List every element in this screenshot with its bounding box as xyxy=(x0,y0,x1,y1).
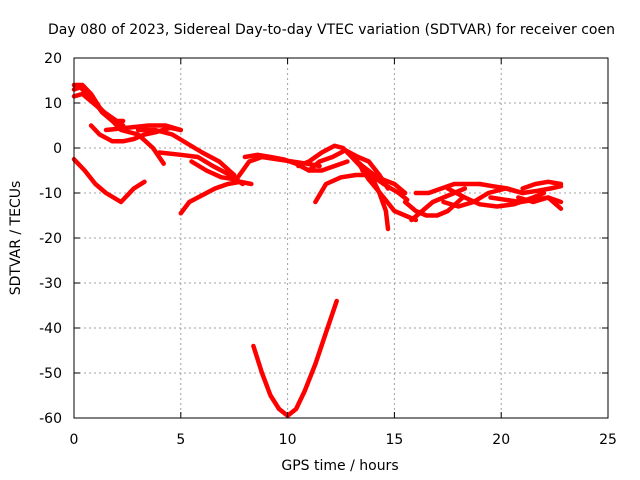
series-group xyxy=(71,82,564,419)
series-arc-23 xyxy=(445,186,547,209)
series-arc-7 xyxy=(118,127,166,166)
y-tick-label: -10 xyxy=(39,186,62,202)
y-tick-label: 0 xyxy=(53,141,62,157)
y-tick-label: -50 xyxy=(39,366,62,382)
series-arc-27 xyxy=(520,179,564,191)
x-tick-label: 10 xyxy=(279,432,297,448)
x-tick-label: 25 xyxy=(599,432,617,448)
series-arc-8 xyxy=(135,127,237,178)
y-tick-label: -40 xyxy=(39,321,62,337)
series-arc-4 xyxy=(71,157,147,205)
series-arc-18 xyxy=(345,150,408,196)
x-tick-labels: 0 5 10 15 20 25 xyxy=(70,432,617,448)
series-arc-11 xyxy=(189,154,322,182)
x-tick-label: 0 xyxy=(70,432,79,448)
series-arc-25 xyxy=(477,181,564,196)
ticks xyxy=(73,57,609,419)
grid xyxy=(74,58,608,418)
y-tick-label: -60 xyxy=(39,411,62,427)
series-arc-5 xyxy=(88,123,184,144)
x-tick-label: 15 xyxy=(385,432,403,448)
series-arc-12 xyxy=(242,152,350,173)
y-tick-label: 10 xyxy=(44,96,62,112)
series-arc-9 xyxy=(157,150,245,187)
y-tick-label: -30 xyxy=(39,276,62,292)
series-arc-26 xyxy=(516,195,564,211)
y-tick-labels: -60 -50 -40 -30 -20 -10 0 10 20 xyxy=(39,51,62,427)
series-arc-17 xyxy=(366,177,419,223)
series-arc-10 xyxy=(178,179,254,216)
y-axis-title: SDTVAR / TECUs xyxy=(8,181,24,296)
x-tick-label: 5 xyxy=(176,432,185,448)
series-arc-28 xyxy=(251,298,339,419)
series-arc-19 xyxy=(402,195,466,218)
series-arc-3 xyxy=(71,82,126,133)
x-axis-title: GPS time / hours xyxy=(281,458,398,474)
y-tick-label: 20 xyxy=(44,51,62,67)
x-tick-label: 20 xyxy=(492,432,510,448)
series-arc-15 xyxy=(313,172,410,205)
chart-title: Day 080 of 2023, Sidereal Day-to-day VTE… xyxy=(48,22,615,38)
y-tick-label: -20 xyxy=(39,231,62,247)
